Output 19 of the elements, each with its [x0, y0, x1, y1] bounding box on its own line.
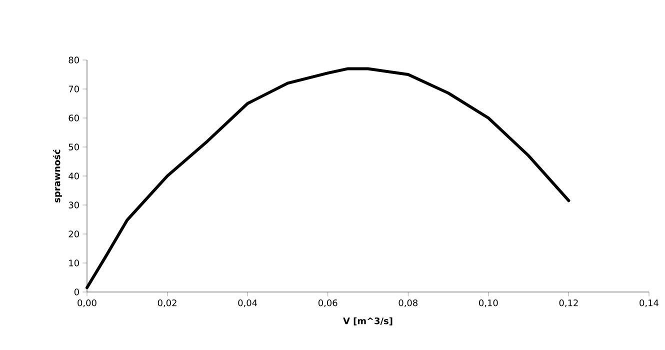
y-tick-label: 20 — [68, 230, 79, 238]
y-tick-label: 0 — [74, 288, 79, 296]
y-tick-label: 50 — [68, 144, 79, 150]
y-tick-label: 60 — [68, 114, 79, 122]
y-tick-label: 40 — [68, 172, 79, 180]
y-tick-label: 10 — [69, 260, 79, 266]
x-axis-title: V [m^3/s] — [343, 317, 392, 326]
x-tick-label: 0,00 — [78, 299, 96, 308]
x-tick-label: 0,08 — [398, 299, 418, 308]
x-tick-label: 0,10 — [479, 299, 498, 308]
y-axis-title: sprawność — [52, 149, 62, 202]
x-tick-label: 0,12 — [559, 299, 578, 308]
x-tick-label: 0,04 — [238, 299, 258, 308]
x-tick-label: 0,14 — [640, 299, 658, 308]
x-tick-label: 0,06 — [318, 299, 338, 308]
y-tick-label: 30 — [68, 202, 79, 208]
y-tick-label: 70 — [68, 86, 79, 92]
x-tick-label: 0,02 — [158, 299, 176, 308]
y-tick-label: 80 — [68, 56, 79, 64]
